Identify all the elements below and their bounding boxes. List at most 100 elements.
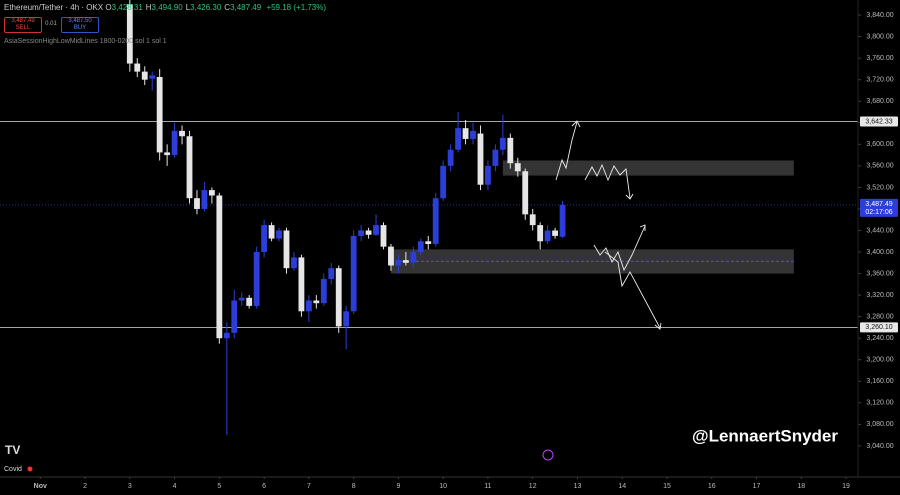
ohlc-value: 3,487.49 — [230, 3, 262, 12]
footer-label[interactable]: Covid — [4, 466, 22, 473]
arrow-head — [625, 193, 634, 200]
candle-body — [432, 198, 439, 244]
zone — [502, 160, 794, 176]
x-tick-label: 17 — [753, 483, 761, 490]
x-tick-label: 4 — [173, 483, 177, 490]
sell-button[interactable]: 3,487.49 SELL — [4, 17, 42, 33]
candle-body — [417, 241, 424, 253]
y-tick-label: 3,120.00 — [866, 400, 893, 407]
watermark: @LennaertSnyder — [692, 426, 838, 445]
candle-body — [343, 311, 350, 327]
buy-button[interactable]: 3,487.50 BUY — [61, 17, 99, 33]
candle-body — [238, 297, 245, 301]
arrow — [593, 225, 646, 272]
candle-body — [171, 130, 178, 156]
tv-logo: TV — [5, 443, 20, 457]
x-tick-label: Nov — [34, 483, 47, 490]
candle-body — [268, 225, 275, 239]
candle-body — [350, 235, 357, 312]
x-tick-label: 5 — [217, 483, 221, 490]
symbol[interactable]: Ethereum/Tether · 4h · OKX — [4, 3, 104, 12]
y-tick-label: 3,760.00 — [866, 55, 893, 62]
y-tick-label: 3,080.00 — [866, 421, 893, 428]
candle-body — [194, 198, 200, 209]
change: +59.18 (+1.73%) — [266, 3, 327, 12]
candle-body — [186, 136, 193, 199]
y-tick-label: 3,440.00 — [866, 227, 893, 234]
ohlc-key: H — [145, 3, 152, 12]
x-tick-label: 16 — [708, 483, 716, 490]
y-tick-label: 3,720.00 — [866, 77, 893, 84]
candle-body — [410, 252, 417, 263]
y-tick-label: 3,200.00 — [866, 357, 893, 364]
candle-body — [335, 268, 342, 327]
candle-body — [492, 149, 499, 166]
candle-body — [485, 165, 491, 185]
y-tick-label: 3,040.00 — [866, 443, 893, 450]
candle-body — [447, 149, 454, 166]
x-tick-label: 2 — [83, 483, 87, 490]
candle-body — [537, 225, 544, 242]
ohlc-value: 3,426.30 — [190, 3, 222, 12]
footer-dot — [27, 466, 33, 472]
candle-body — [149, 75, 156, 79]
candle-body — [216, 195, 223, 339]
candle-body — [313, 300, 320, 304]
level-tag — [860, 116, 898, 127]
sell-label: SELL — [15, 25, 31, 31]
y-tick-label: 3,160.00 — [866, 378, 893, 385]
indicator[interactable]: AsiaSessionHighLowMidLines 1800-0200 sol… — [4, 38, 167, 45]
arrow-head — [571, 120, 581, 128]
candle-body — [261, 225, 268, 253]
candle-body — [156, 77, 163, 153]
candle-body — [305, 300, 312, 312]
candle-body — [455, 128, 462, 150]
candle-body — [470, 130, 476, 139]
candle-body — [402, 260, 409, 263]
ohlc: O3,428.31 H3,494.90 L3,426.30 C3,487.49 — [105, 3, 264, 12]
arrow — [604, 251, 661, 329]
candle-body — [388, 246, 394, 266]
y-tick-label: 3,400.00 — [866, 249, 893, 256]
x-tick-label: 13 — [574, 483, 582, 490]
y-tick-label: 3,320.00 — [866, 292, 893, 299]
y-tick-label: 3,280.00 — [866, 314, 893, 321]
spread: 0.01 — [45, 21, 57, 27]
candle-body — [320, 278, 327, 304]
candle-body — [223, 332, 230, 339]
x-tick-label: 3 — [128, 483, 132, 490]
arrow — [555, 121, 578, 181]
event-icon[interactable] — [542, 449, 554, 461]
candle-body — [529, 214, 536, 226]
candle-body — [373, 225, 379, 235]
candle-body — [164, 152, 171, 156]
x-tick-label: 12 — [529, 483, 537, 490]
candle-body — [522, 171, 529, 215]
x-tick-label: 10 — [439, 483, 447, 490]
ohlc-value: 3,428.31 — [111, 3, 143, 12]
candle-body — [462, 128, 469, 139]
y-tick-label: 3,840.00 — [866, 12, 893, 19]
level-label: 3,642.33 — [865, 118, 892, 125]
candle-body — [231, 300, 238, 333]
candle-body — [291, 257, 297, 269]
candle-body — [514, 163, 521, 172]
level-label: 3,260.10 — [865, 324, 892, 331]
candle-body — [365, 230, 372, 235]
candle-body — [179, 130, 185, 137]
candle-body — [477, 133, 484, 185]
x-tick-label: 15 — [663, 483, 671, 490]
drawn-arrows — [555, 120, 662, 330]
candle-body — [276, 230, 282, 239]
candle-body — [440, 165, 447, 199]
x-tick-label: 14 — [618, 483, 626, 490]
candle-body — [395, 260, 402, 266]
ohlc-key: O — [105, 3, 112, 12]
y-tick-label: 3,800.00 — [866, 33, 893, 40]
candle-body — [246, 297, 253, 306]
sell-price: 3,487.49 — [11, 18, 35, 24]
candle-body — [208, 190, 215, 196]
candle-body — [298, 257, 305, 312]
